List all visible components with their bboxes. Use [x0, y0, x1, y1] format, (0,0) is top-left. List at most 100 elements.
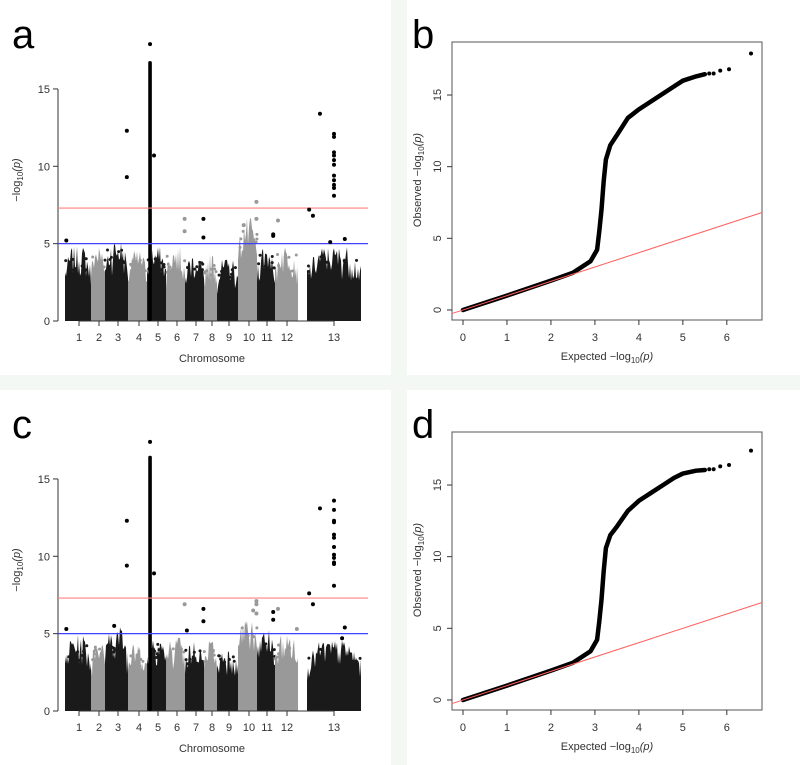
snp-point-chr13 [332, 158, 336, 163]
y-tick-label: 5 [432, 625, 444, 631]
x-axis-label: Chromosome [179, 743, 245, 755]
snp-point [93, 645, 97, 649]
snp-point [112, 646, 116, 650]
y-axis-label-prefix: −log [11, 181, 23, 202]
snp-point [251, 240, 255, 244]
chromosome-label-5: 5 [155, 722, 161, 734]
snp-point-chr11 [271, 233, 276, 238]
snp-point [213, 267, 217, 271]
qq-point [749, 51, 754, 56]
snp-point-chr13 [332, 520, 336, 525]
chromosome-label-7: 7 [193, 722, 199, 734]
snp-point [307, 656, 311, 660]
snp-point [266, 267, 270, 271]
snp-point-chr13 [332, 182, 336, 187]
snp-point [217, 273, 221, 277]
snp-point-chr12 [275, 218, 280, 223]
snp-point [287, 255, 291, 259]
snp-point-chr13 [332, 134, 336, 139]
snp-point-chr13 [332, 532, 336, 537]
peak-column-chr5 [148, 455, 152, 711]
snp-point [221, 278, 225, 282]
snp-point [100, 651, 104, 655]
chromosome-band-13 [307, 640, 361, 711]
qq-plot-b: b 0 1 2 3 4 5 6 0 5 10 15 Expected −log10(p) Observed… [407, 0, 800, 375]
snp-point-chr1 [64, 238, 69, 243]
snp-point [138, 258, 142, 262]
y-axis-label-sub: 10 [16, 561, 25, 570]
snp-point-chr13 [340, 636, 345, 641]
chromosome-band-4 [128, 250, 147, 321]
snp-point [92, 268, 96, 272]
snp-point-chr13 [332, 507, 336, 512]
chromosome-band-8 [204, 641, 217, 711]
qq-point [718, 68, 723, 73]
chromosome-label-6: 6 [174, 722, 180, 734]
x-tick-label: 0 [460, 722, 466, 734]
y-axis-label-prefix: Observed −log [412, 545, 424, 617]
snp-point-chr13 [310, 602, 315, 607]
snp-point-chr13 [342, 237, 347, 242]
snp-point [212, 653, 216, 657]
chromosome-label-4: 4 [136, 722, 142, 734]
snp-point [102, 265, 106, 269]
y-axis-label-suffix: (p) [412, 133, 424, 147]
y-tick-label: 15 [432, 89, 444, 101]
snp-point [355, 258, 359, 262]
snp-point [129, 654, 133, 658]
snp-point [325, 260, 329, 264]
snp-point [177, 270, 181, 274]
snp-point [183, 259, 187, 263]
snp-point [257, 262, 261, 266]
qq-reference-line [451, 212, 763, 315]
snp-point [250, 633, 254, 637]
snp-point [162, 263, 166, 267]
x-tick-label: 6 [724, 722, 730, 734]
snp-point [165, 254, 169, 258]
snp-point [93, 648, 97, 652]
snp-point [229, 272, 233, 276]
snp-point-chr5 [152, 571, 157, 576]
manhattan-plot-a: a 0 5 10 15 −log10(p) 1 2 3 4 5 6 7 8 9 10 11 12 13 Chromos… [0, 0, 391, 375]
snp-point [153, 257, 157, 261]
snp-point [177, 653, 181, 657]
qq-point [707, 467, 712, 472]
snp-point-chr13 [332, 153, 336, 158]
y-axis-label: Observed −log10(p) [412, 523, 426, 618]
snp-point-chr12 [275, 606, 280, 611]
x-tick-label: 3 [592, 722, 598, 734]
snp-point [255, 237, 259, 241]
snp-point [273, 657, 277, 661]
snp-point [95, 264, 99, 268]
snp-point-chr10 [254, 216, 259, 221]
snp-point-chr13 [332, 583, 336, 588]
snp-point [188, 657, 192, 661]
snp-point-chr6 [182, 602, 187, 607]
x-tick-label: 5 [680, 332, 686, 344]
y-tick-label: 10 [432, 551, 444, 563]
snp-point [178, 657, 182, 661]
chromosome-label-13: 13 [328, 332, 340, 344]
snp-point-chr13 [332, 150, 336, 155]
y-tick-label: 10 [432, 161, 444, 173]
snp-point [209, 651, 213, 655]
snp-point [271, 648, 275, 652]
snp-point-chr12 [294, 627, 299, 632]
snp-point [265, 655, 269, 659]
snp-point [198, 649, 202, 653]
chromosome-label-3: 3 [115, 332, 121, 344]
snp-point [277, 643, 281, 647]
snp-point [186, 662, 190, 666]
chromosome-band-12 [275, 635, 298, 711]
snp-point-chr13 [307, 591, 312, 596]
snp-point [201, 262, 205, 266]
y-tick-label: 0 [44, 706, 50, 718]
snp-point [156, 642, 160, 646]
y-axis-label: −log10(p) [11, 158, 25, 202]
snp-point-chr13 [342, 625, 347, 630]
snp-point [240, 626, 244, 630]
snp-point [224, 278, 228, 282]
qq-point [749, 448, 754, 453]
y-tick-label: 5 [432, 235, 444, 241]
y-tick-label: 15 [38, 474, 50, 486]
